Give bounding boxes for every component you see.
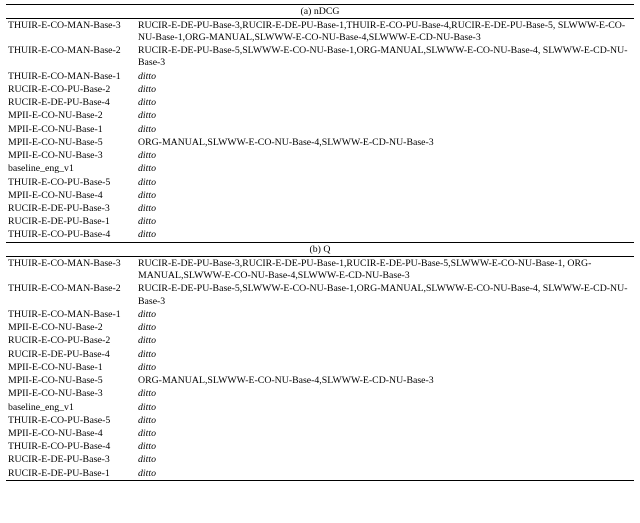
run-id: MPII-E-CO-NU-Base-3	[6, 150, 136, 163]
run-id: RUCIR-E-DE-PU-Base-4	[6, 348, 136, 361]
results-table: (a) nDCGTHUIR-E-CO-MAN-Base-3RUCIR-E-DE-…	[6, 4, 634, 481]
compared-runs: ditto	[136, 441, 634, 454]
run-id: THUIR-E-CO-PU-Base-4	[6, 229, 136, 243]
compared-runs: ditto	[136, 203, 634, 216]
compared-runs: ditto	[136, 414, 634, 427]
compared-runs: ditto	[136, 110, 634, 123]
run-id: MPII-E-CO-NU-Base-3	[6, 388, 136, 401]
compared-runs: RUCIR-E-DE-PU-Base-3,RUCIR-E-DE-PU-Base-…	[136, 257, 634, 283]
run-id: THUIR-E-CO-MAN-Base-1	[6, 70, 136, 83]
run-id: MPII-E-CO-NU-Base-2	[6, 110, 136, 123]
compared-runs: RUCIR-E-DE-PU-Base-3,RUCIR-E-DE-PU-Base-…	[136, 19, 634, 45]
compared-runs: ditto	[136, 348, 634, 361]
run-id: MPII-E-CO-NU-Base-5	[6, 375, 136, 388]
run-id: THUIR-E-CO-PU-Base-4	[6, 441, 136, 454]
section-header: (a) nDCG	[6, 5, 634, 19]
run-id: MPII-E-CO-NU-Base-4	[6, 428, 136, 441]
compared-runs: ORG-MANUAL,SLWWW-E-CO-NU-Base-4,SLWWW-E-…	[136, 375, 634, 388]
run-id: RUCIR-E-CO-PU-Base-2	[6, 335, 136, 348]
run-id: MPII-E-CO-NU-Base-2	[6, 322, 136, 335]
compared-runs: ditto	[136, 401, 634, 414]
compared-runs: ditto	[136, 216, 634, 229]
run-id: MPII-E-CO-NU-Base-4	[6, 189, 136, 202]
run-id: RUCIR-E-DE-PU-Base-4	[6, 97, 136, 110]
run-id: baseline_eng_v1	[6, 401, 136, 414]
run-id: RUCIR-E-DE-PU-Base-3	[6, 203, 136, 216]
compared-runs: ditto	[136, 428, 634, 441]
run-id: baseline_eng_v1	[6, 163, 136, 176]
run-id: THUIR-E-CO-MAN-Base-2	[6, 283, 136, 308]
compared-runs: ditto	[136, 70, 634, 83]
run-id: RUCIR-E-DE-PU-Base-1	[6, 467, 136, 481]
compared-runs: RUCIR-E-DE-PU-Base-5,SLWWW-E-CO-NU-Base-…	[136, 283, 634, 308]
run-id: THUIR-E-CO-MAN-Base-1	[6, 308, 136, 321]
compared-runs: ditto	[136, 123, 634, 136]
compared-runs: ditto	[136, 388, 634, 401]
run-id: RUCIR-E-DE-PU-Base-3	[6, 454, 136, 467]
compared-runs: ditto	[136, 335, 634, 348]
section-header: (b) Q	[6, 243, 634, 257]
run-id: RUCIR-E-DE-PU-Base-1	[6, 216, 136, 229]
compared-runs: ditto	[136, 308, 634, 321]
compared-runs: ditto	[136, 361, 634, 374]
compared-runs: ditto	[136, 150, 634, 163]
compared-runs: ditto	[136, 467, 634, 481]
run-id: MPII-E-CO-NU-Base-1	[6, 123, 136, 136]
run-id: RUCIR-E-CO-PU-Base-2	[6, 83, 136, 96]
compared-runs: ditto	[136, 176, 634, 189]
run-id: THUIR-E-CO-PU-Base-5	[6, 414, 136, 427]
run-id: THUIR-E-CO-MAN-Base-3	[6, 19, 136, 45]
compared-runs: ORG-MANUAL,SLWWW-E-CO-NU-Base-4,SLWWW-E-…	[136, 136, 634, 149]
run-id: THUIR-E-CO-PU-Base-5	[6, 176, 136, 189]
compared-runs: ditto	[136, 454, 634, 467]
compared-runs: RUCIR-E-DE-PU-Base-5,SLWWW-E-CO-NU-Base-…	[136, 45, 634, 70]
compared-runs: ditto	[136, 189, 634, 202]
run-id: MPII-E-CO-NU-Base-1	[6, 361, 136, 374]
compared-runs: ditto	[136, 83, 634, 96]
compared-runs: ditto	[136, 97, 634, 110]
run-id: THUIR-E-CO-MAN-Base-2	[6, 45, 136, 70]
compared-runs: ditto	[136, 163, 634, 176]
compared-runs: ditto	[136, 322, 634, 335]
run-id: THUIR-E-CO-MAN-Base-3	[6, 257, 136, 283]
run-id: MPII-E-CO-NU-Base-5	[6, 136, 136, 149]
compared-runs: ditto	[136, 229, 634, 243]
